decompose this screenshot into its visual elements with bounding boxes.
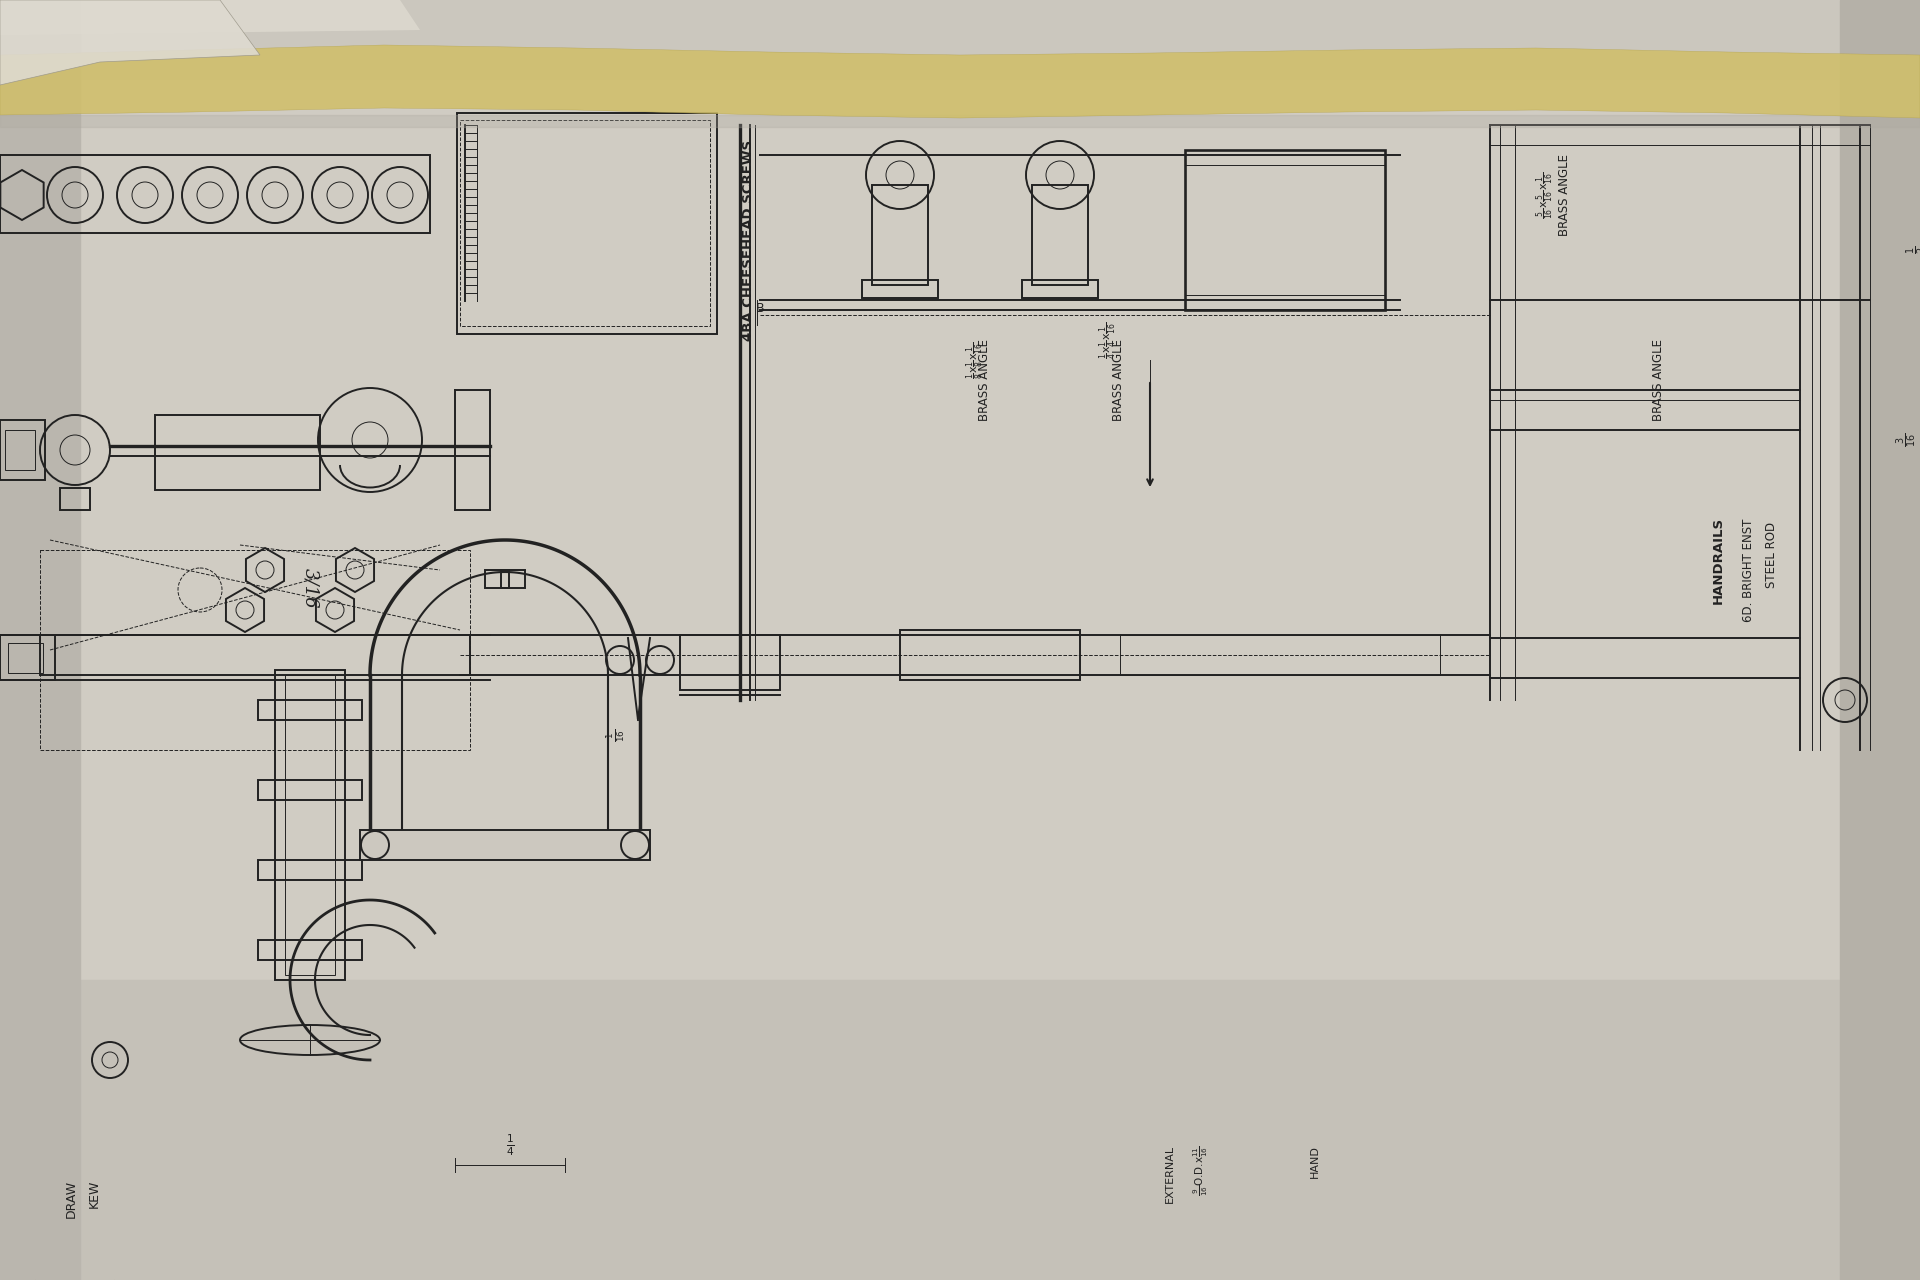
Text: BRASS ANGLE: BRASS ANGLE (979, 339, 991, 421)
Text: $\frac{5}{16}$x$\frac{5}{16}$x$\frac{1}{16}$: $\frac{5}{16}$x$\frac{5}{16}$x$\frac{1}{… (1534, 172, 1557, 219)
Text: $\frac{9}{16}$O.D.x$\frac{11}{16}$: $\frac{9}{16}$O.D.x$\frac{11}{16}$ (1192, 1146, 1210, 1196)
Bar (284, 675, 334, 975)
Text: BRASS ANGLE: BRASS ANGLE (1557, 154, 1571, 236)
Bar (6, 430, 35, 470)
Bar (1033, 186, 1089, 285)
Bar (0, 115, 1920, 127)
Bar (257, 860, 363, 881)
Text: $\frac{1}{4}$: $\frac{1}{4}$ (505, 1133, 515, 1158)
Text: HANDRAILS: HANDRAILS (1711, 516, 1724, 604)
Polygon shape (0, 0, 420, 35)
Text: $\frac{1}{8}$x$\frac{1}{8}$x$\frac{1}{16}$: $\frac{1}{8}$x$\frac{1}{8}$x$\frac{1}{16… (966, 340, 987, 379)
Text: EXTERNAL: EXTERNAL (1165, 1146, 1175, 1203)
Bar (0, 420, 44, 480)
Text: 3/16: 3/16 (301, 568, 319, 609)
Bar (862, 280, 939, 298)
Text: $\frac{1}{2}$: $\frac{1}{2}$ (1905, 246, 1920, 255)
Text: BRASS ANGLE: BRASS ANGLE (1112, 339, 1125, 421)
Text: B: B (756, 302, 764, 315)
Text: 4BA CHEESEHEAD SCREWS: 4BA CHEESEHEAD SCREWS (741, 140, 755, 342)
Bar (1839, 0, 1920, 1280)
Text: BRASS ANGLE: BRASS ANGLE (1651, 339, 1665, 421)
Bar (0, 79, 1920, 980)
Bar (486, 570, 509, 588)
Bar (1185, 150, 1384, 310)
Bar (461, 120, 710, 326)
Bar (0, 635, 56, 680)
Text: HAND: HAND (1309, 1146, 1321, 1178)
Bar (1021, 280, 1098, 298)
Bar (1119, 635, 1440, 675)
Bar (257, 780, 363, 800)
Text: $\frac{1}{4}$x$\frac{1}{4}$x$\frac{1}{16}$: $\frac{1}{4}$x$\frac{1}{4}$x$\frac{1}{16… (1098, 321, 1119, 358)
Bar (0, 0, 81, 1280)
Bar (40, 550, 470, 750)
Bar (0, 980, 1920, 1280)
Polygon shape (0, 45, 1920, 118)
Bar (0, 155, 430, 233)
Text: $\frac{1}{16}$: $\frac{1}{16}$ (605, 730, 628, 742)
Bar (457, 113, 716, 334)
Bar (501, 570, 524, 588)
Text: DRAW: DRAW (65, 1180, 79, 1219)
Text: $\frac{3}{16}$: $\frac{3}{16}$ (1895, 433, 1920, 447)
Bar (275, 669, 346, 980)
Bar (680, 635, 780, 690)
Bar (40, 635, 470, 675)
Bar (156, 415, 321, 490)
Bar (900, 630, 1079, 680)
Bar (361, 829, 651, 860)
Bar (8, 643, 42, 673)
Text: STEEL ROD: STEEL ROD (1764, 522, 1778, 588)
Polygon shape (0, 0, 259, 84)
Bar (60, 488, 90, 509)
Bar (257, 940, 363, 960)
Text: 6D. BRIGHT ENST: 6D. BRIGHT ENST (1741, 518, 1755, 622)
Bar (257, 700, 363, 719)
Bar (872, 186, 927, 285)
Text: KEW: KEW (88, 1180, 102, 1208)
